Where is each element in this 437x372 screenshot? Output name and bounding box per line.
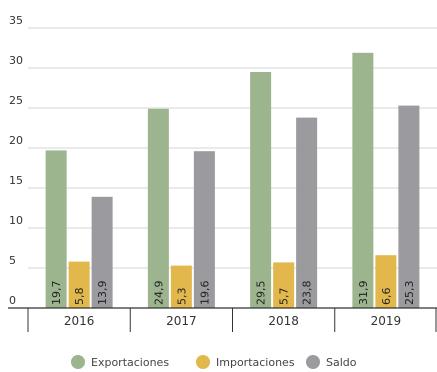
legend-label: Importaciones (216, 356, 295, 369)
legend-swatch-saldo (306, 355, 320, 369)
x-tick-label: 2016 (64, 314, 95, 328)
bar-exportaciones-2017 (147, 108, 169, 308)
bar-exportaciones-2019 (352, 52, 374, 308)
data-label: 5,7 (278, 288, 291, 306)
bar-importaciones-2019 (375, 255, 397, 308)
legend: Exportaciones Importaciones Saldo (71, 355, 357, 369)
data-label: 13,9 (96, 281, 109, 306)
y-tick-label: 30 (9, 54, 23, 67)
bars: 19,7 5,8 13,9 24,9 5,3 19,6 29,5 5,7 23,8 31,9 6,6… (45, 52, 420, 308)
bar-exportaciones-2018 (250, 72, 272, 308)
data-label: 19,6 (198, 281, 211, 306)
x-tick-label: 2019 (371, 314, 402, 328)
bar-importaciones-2017 (170, 265, 192, 308)
y-tick-label: 35 (9, 14, 23, 27)
y-tick-label: 20 (9, 134, 23, 147)
data-label: 5,8 (73, 288, 86, 306)
gridlines (28, 27, 437, 269)
y-axis-ticks: 0 5 10 15 20 25 30 35 (9, 14, 23, 307)
legend-label: Saldo (326, 356, 357, 369)
data-label: 19,7 (50, 281, 63, 306)
data-label: 24,9 (152, 281, 165, 306)
bar-importaciones-2016 (68, 261, 90, 308)
legend-label: Exportaciones (91, 356, 169, 369)
data-label: 23,8 (301, 281, 314, 306)
bar-saldo-2019 (398, 105, 420, 308)
legend-swatch-importaciones (196, 355, 210, 369)
x-tick-label: 2017 (166, 314, 197, 328)
x-tick-label: 2018 (268, 314, 299, 328)
y-tick-label: 25 (9, 94, 23, 107)
y-tick-label: 5 (9, 254, 16, 267)
data-label: 6,6 (380, 288, 393, 306)
bar-importaciones-2018 (273, 262, 295, 308)
bar-saldo-2016 (91, 196, 113, 308)
bar-exportaciones-2016 (45, 150, 67, 308)
data-label: 25,3 (403, 281, 416, 306)
x-axis: 2016 2017 2018 2019 (8, 307, 437, 332)
y-tick-label: 0 (9, 294, 16, 307)
legend-swatch-exportaciones (71, 355, 85, 369)
y-tick-label: 15 (9, 174, 23, 187)
y-tick-label: 10 (9, 214, 23, 227)
bar-saldo-2017 (193, 151, 215, 308)
data-label: 29,5 (255, 281, 268, 306)
data-label: 31,9 (357, 281, 370, 306)
data-label: 5,3 (175, 288, 188, 306)
bar-saldo-2018 (296, 117, 318, 308)
